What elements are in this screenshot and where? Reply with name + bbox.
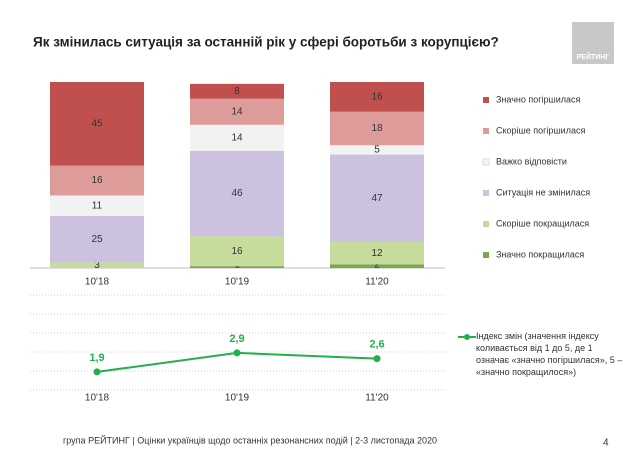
x-tick-label: 10'19 — [225, 393, 250, 404]
x-tick-label: 11'20 — [365, 277, 389, 288]
point — [373, 355, 381, 363]
legend-label: Скоріше погіршилася — [496, 125, 585, 135]
footer: група РЕЙТИНГ | Оцінки українців щодо ос… — [63, 434, 437, 445]
data-label: 8 — [234, 86, 240, 97]
bar-segment — [50, 165, 144, 196]
bar-segment — [330, 241, 424, 265]
data-label: 2,6 — [369, 339, 384, 351]
logo: РЕЙТИНГ — [577, 52, 610, 61]
bar-segment — [190, 236, 284, 267]
bar-segment — [330, 154, 424, 242]
legend-swatch — [483, 97, 489, 103]
legend-label: Значно погіршилася — [496, 94, 581, 104]
legend-swatch — [483, 128, 489, 134]
bar-segment — [190, 124, 284, 151]
data-label: 3 — [94, 260, 100, 271]
legend-marker — [464, 334, 470, 340]
legend-swatch — [483, 221, 489, 227]
legend-label: Значно покращилася — [496, 249, 584, 259]
bar-segment — [190, 150, 284, 237]
legend-swatch — [483, 190, 489, 196]
bar-segment — [330, 111, 424, 146]
data-label: 16 — [91, 175, 103, 186]
bar-segment — [190, 98, 284, 125]
data-label: 47 — [371, 193, 383, 204]
data-label: 18 — [371, 123, 383, 134]
x-tick-label: 10'18 — [85, 393, 110, 404]
title: Як змінилась ситуація за останній рік у … — [33, 35, 499, 50]
line-grid — [30, 294, 445, 391]
legend-label: Ситуація не змінилася — [496, 187, 590, 197]
legend-label: Скоріше покращилася — [496, 218, 589, 228]
line-legend-text: Індекс змін (значення індексу коливаєтьс… — [476, 331, 623, 377]
bar-segment — [50, 262, 144, 268]
bar-segment — [330, 145, 424, 155]
bar-segment — [330, 82, 424, 112]
x-tick-label: 11'20 — [365, 393, 389, 404]
data-label: 2,9 — [229, 333, 244, 345]
point — [233, 349, 241, 357]
data-label: 45 — [91, 118, 103, 129]
data-label: 2 — [374, 260, 380, 271]
point — [93, 368, 101, 376]
bar-segment — [190, 266, 284, 268]
data-label: 1,9 — [89, 352, 104, 364]
data-label: 16 — [371, 92, 383, 103]
legend-swatch — [482, 158, 490, 166]
bar-segment — [190, 83, 284, 99]
data-label: 12 — [371, 248, 383, 259]
data-label: 14 — [231, 106, 243, 117]
legend-label: Важко відповісти — [496, 156, 567, 166]
x-tick-label: 10'18 — [85, 277, 110, 288]
data-label: 11 — [92, 200, 103, 211]
bar-segment — [50, 82, 144, 166]
bar-segment — [50, 195, 144, 216]
bar-segment — [50, 215, 144, 263]
x-tick-label: 10'19 — [225, 277, 250, 288]
data-label: 46 — [231, 188, 243, 199]
page-number: 4 — [603, 438, 609, 449]
data-label: 5 — [374, 145, 380, 156]
logo-box — [572, 22, 614, 64]
bar-segment — [330, 264, 424, 268]
legend-swatch — [483, 252, 489, 258]
data-label: 16 — [231, 246, 243, 257]
data-label: 14 — [231, 132, 243, 143]
data-label: 25 — [91, 234, 103, 245]
